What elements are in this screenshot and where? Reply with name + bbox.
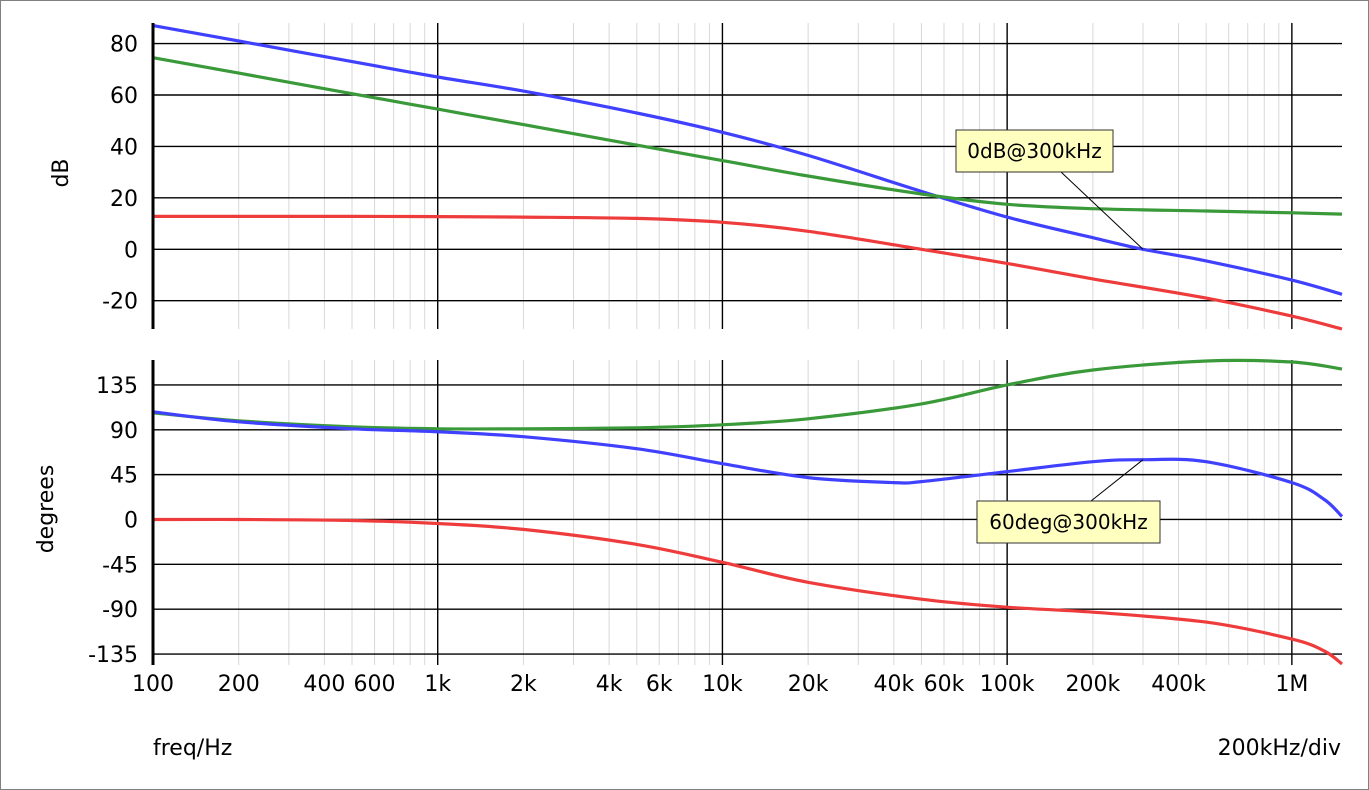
- x-tick-label: 100k: [980, 672, 1035, 697]
- x-tick-label: 400: [303, 672, 345, 697]
- series-line-1-2: [152, 517, 1344, 666]
- y-tick-label: -45: [102, 553, 138, 578]
- x-tick-label: 400k: [1151, 672, 1206, 697]
- annotation-leader: [1060, 171, 1144, 250]
- x-tick-label: 4k: [596, 672, 623, 697]
- y-tick-label: 135: [96, 374, 138, 399]
- series-line-0-2: [152, 214, 1343, 331]
- series-line-0-0: [152, 24, 1343, 296]
- annotation-text: 0dB@300kHz: [967, 139, 1101, 163]
- x-tick-label: 600: [354, 672, 396, 697]
- x-tick-label: 20k: [788, 672, 829, 697]
- x-tick-label: 200: [218, 672, 260, 697]
- x-tick-label: 1k: [424, 672, 451, 697]
- y-tick-label: 20: [110, 187, 138, 212]
- y-tick-label: 60: [110, 84, 138, 109]
- x-tick-label: 6k: [646, 672, 673, 697]
- y-tick-label: 45: [110, 464, 138, 489]
- annotation-leader: [1090, 459, 1144, 502]
- x-tick-label: 100: [132, 672, 174, 697]
- y-tick-label: -135: [88, 643, 138, 668]
- series-line-0-1: [152, 56, 1343, 216]
- x-tick-label: 60k: [924, 672, 965, 697]
- x-tick-label: 1M: [1275, 672, 1308, 697]
- y-axis-label-phase: degrees: [34, 465, 59, 554]
- x-axis-label: freq/Hz: [153, 736, 232, 761]
- x-tick-label: 10k: [702, 672, 743, 697]
- y-tick-label: 80: [110, 33, 138, 58]
- series-line-1-1: [152, 410, 1344, 518]
- annotation-box: [976, 500, 1161, 544]
- x-tick-label: 200k: [1065, 672, 1120, 697]
- x-tick-label: 40k: [873, 672, 914, 697]
- series-line-1-0: [152, 358, 1343, 431]
- annotation-box: [955, 129, 1114, 173]
- y-tick-label: 40: [110, 135, 138, 160]
- x-tick-label: 2k: [510, 672, 537, 697]
- scale-per-division: 200kHz/div: [1218, 736, 1341, 761]
- y-tick-label: 0: [124, 238, 138, 263]
- y-axis-label-magnitude: dB: [49, 158, 74, 187]
- annotation-text: 60deg@300kHz: [989, 510, 1147, 534]
- y-tick-label: -20: [102, 290, 138, 315]
- y-tick-label: 90: [110, 419, 138, 444]
- y-tick-label: -90: [102, 598, 138, 623]
- y-tick-label: 0: [124, 508, 138, 533]
